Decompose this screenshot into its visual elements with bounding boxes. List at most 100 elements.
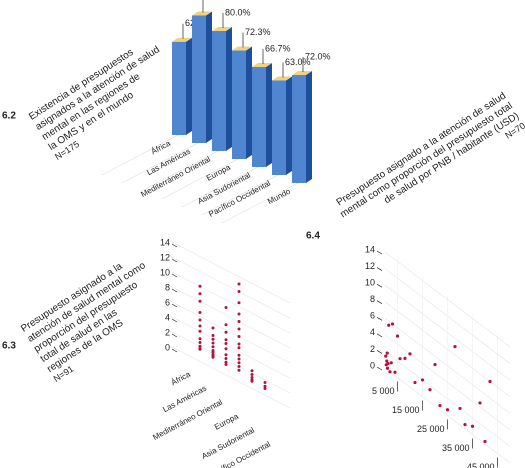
title-line: Presupuesto asignado a la atención de sa… xyxy=(335,91,508,209)
tick-mark xyxy=(376,333,383,338)
dot xyxy=(224,306,228,309)
dot xyxy=(237,365,241,368)
category-label: Europa xyxy=(213,411,240,431)
bar-side xyxy=(186,37,192,136)
value-label: 66.7% xyxy=(265,43,291,53)
figure-number: 6.4 xyxy=(306,231,320,242)
dot xyxy=(211,355,215,359)
tick-mark xyxy=(171,303,178,308)
dot xyxy=(384,354,388,358)
dot xyxy=(198,311,202,314)
dot xyxy=(211,345,215,349)
dot xyxy=(211,337,215,341)
dot xyxy=(237,290,241,293)
dot xyxy=(470,424,475,428)
bar xyxy=(232,50,246,159)
x-tick-label: 35 000 xyxy=(442,443,470,453)
dot xyxy=(438,404,442,408)
grid-line xyxy=(169,255,291,319)
tick-mark xyxy=(376,283,383,288)
dot xyxy=(198,329,202,333)
category-label: África xyxy=(170,369,193,387)
dot xyxy=(198,344,202,348)
dot xyxy=(237,342,241,346)
value-label: 72.0% xyxy=(305,51,331,61)
y-tick-label: 2 xyxy=(165,327,170,337)
x-tick-label: 25 000 xyxy=(417,424,445,434)
bar xyxy=(192,15,206,143)
dot xyxy=(488,379,492,384)
dot xyxy=(263,384,267,388)
grid-line xyxy=(169,315,291,379)
category-guide xyxy=(161,157,241,200)
bar-side xyxy=(206,11,212,143)
dot xyxy=(237,361,241,365)
bar-side xyxy=(306,71,312,183)
dot xyxy=(478,401,482,405)
value-label: 80.0% xyxy=(225,7,251,17)
category-guide xyxy=(181,165,261,208)
grid-line xyxy=(169,330,291,394)
category-guide xyxy=(201,173,281,216)
dot xyxy=(237,282,241,286)
dot xyxy=(198,341,202,344)
dot xyxy=(433,362,437,367)
tick-mark xyxy=(376,350,383,354)
tick-mark xyxy=(376,366,383,371)
dot xyxy=(237,335,241,338)
dot xyxy=(420,378,425,382)
y-tick-label: 0 xyxy=(165,342,170,352)
dot xyxy=(390,322,395,326)
bar-top xyxy=(252,62,272,67)
category-label: Mundo xyxy=(266,186,292,206)
dot xyxy=(211,350,215,354)
y-tick-label: 6 xyxy=(370,311,375,321)
tick-mark xyxy=(171,288,178,293)
dot xyxy=(198,299,202,303)
bar xyxy=(292,75,306,183)
dot xyxy=(385,366,390,370)
dot xyxy=(224,363,228,366)
bar-top xyxy=(272,76,292,81)
dot xyxy=(388,370,392,374)
grid-line xyxy=(169,285,291,349)
dot xyxy=(237,357,241,361)
y-tick-label: 14 xyxy=(160,237,170,247)
dot xyxy=(224,323,228,327)
tick-mark xyxy=(171,243,178,248)
x-tick-label: 5 000 xyxy=(372,386,395,396)
dot xyxy=(237,346,241,350)
dot xyxy=(237,353,241,357)
dot xyxy=(483,439,487,444)
dot xyxy=(398,357,402,361)
bar xyxy=(172,41,186,136)
y-tick-label: 2 xyxy=(370,344,375,354)
category-label: Mediterráneo Oriental xyxy=(151,398,224,442)
y-tick-label: 12 xyxy=(160,252,170,262)
tick-mark xyxy=(376,267,383,271)
y-tick-label: 0 xyxy=(370,360,375,370)
dot xyxy=(198,347,202,351)
bar-top xyxy=(192,11,212,16)
bar-top xyxy=(172,37,192,42)
dot xyxy=(393,370,397,374)
dot xyxy=(387,323,391,327)
bar-top xyxy=(292,71,312,75)
chart-title: Presupuesto asignado a la atención de sa… xyxy=(335,91,525,221)
bar xyxy=(252,66,266,167)
category-guide xyxy=(221,181,301,224)
tick-mark xyxy=(171,333,178,338)
dot xyxy=(198,318,202,322)
dot xyxy=(413,380,417,385)
grid-line xyxy=(169,300,291,364)
dot xyxy=(198,337,202,341)
dot xyxy=(224,360,228,364)
dot xyxy=(263,387,267,390)
y-tick-label: 4 xyxy=(165,312,170,322)
y-tick-label: 8 xyxy=(370,294,375,304)
y-tick-label: 14 xyxy=(365,244,375,254)
dot xyxy=(463,423,467,427)
